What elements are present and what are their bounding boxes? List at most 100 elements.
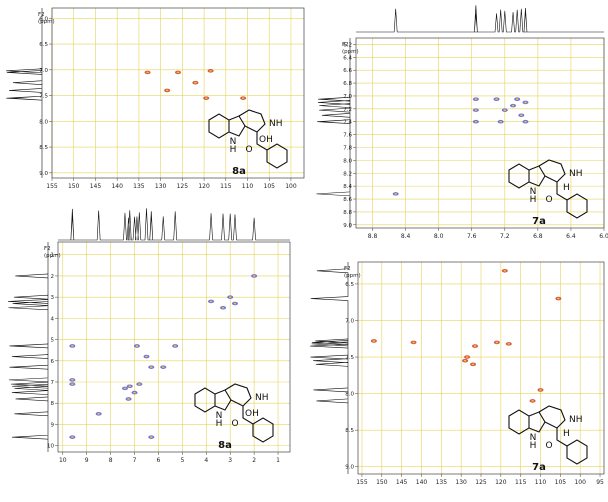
y-tick-label: 8 [51,401,55,407]
axis-title-f2: F2 [38,12,45,18]
cross-peak-core [209,70,212,72]
top-projection-spectrum [356,5,604,32]
y-tick-label: 7.5 [345,355,354,361]
molecule-structure: NHNH OOH8a [195,384,273,451]
pyrrole-ring [215,390,231,410]
phenyl-ring [567,440,587,464]
cross-peak-core [512,105,515,107]
y-tick-label: 5 [51,338,55,344]
cross-peak-core [136,345,139,347]
x-tick-label: 10 [59,457,67,464]
x-tick-label: 140 [416,479,428,486]
compound-label: 8a [232,166,246,177]
cross-peak-core [210,300,213,302]
nmr-figure: 155 150 145 140 135 130 125 120 115 110 105 1006.06… [0,0,608,502]
cross-peak-core [242,97,245,99]
indole-h-label: H [530,441,537,451]
y-tick-label: 7.6 [343,133,352,139]
benzene-ring [509,164,529,188]
phenyl-ring [567,194,587,218]
cross-peak-core [412,342,415,344]
x-tick-label: 6.0 [599,233,608,240]
cross-peak-core [71,436,74,438]
x-tick-label: 135 [436,479,448,486]
cross-peak-core [194,82,197,84]
x-tick-label: 125 [475,479,487,486]
pyrrole-ring [529,412,545,432]
y-tick-label: 7.0 [343,94,352,100]
y-tick-label: 7.4 [343,120,352,126]
x-tick-label: 140 [111,183,123,190]
cross-peak-core [234,303,237,305]
cross-peak-core [507,343,510,345]
x-tick-label: 6.8 [533,233,543,240]
cross-peak-core [495,342,498,344]
x-tick-label: 95 [596,479,604,486]
x-tick-label: 6 [157,457,161,464]
cross-peak-core [499,121,502,123]
y-tick-label: 9.0 [343,223,352,229]
cross-peak-core [124,387,127,389]
x-tick-label: 155 [356,479,368,486]
nh-label: NH [255,393,269,403]
cross-peak-core [531,400,534,402]
x-tick-label: 7 [133,457,137,464]
x-tick-label: 150 [68,183,80,190]
highlighted-h-label: H [563,429,570,439]
benzene-ring [195,388,215,412]
cross-peak-core [150,366,153,368]
cross-peak-core [472,363,475,365]
y-tick-label: 8.6 [343,197,352,203]
left-projection-spectrum [6,8,42,178]
molecule-structure: NHNH OOH8a [209,110,287,177]
x-tick-label: 115 [515,479,527,486]
y-tick-label: 6.6 [343,68,352,74]
y-tick-label: 6.5 [345,282,354,288]
x-tick-label: 120 [198,183,210,190]
cross-peak-core [474,109,477,111]
cross-peak-core [372,340,375,342]
cross-peak-core [177,71,180,73]
x-tick-label: 9 [85,457,89,464]
cross-peak-core [464,360,467,362]
x-tick-label: 105 [555,479,567,486]
x-tick-label: 7.6 [467,233,477,240]
y-tick-label: 9.0 [39,171,48,177]
x-tick-label: 8.4 [401,233,411,240]
compound-label: 7a [532,462,546,473]
cross-peak-core [516,98,519,100]
cross-peak-core [253,275,256,277]
cross-peak-core [229,296,232,298]
cross-peak-core [474,121,477,123]
indole-h-label: H [530,195,537,205]
cross-peak-core [71,379,74,381]
cosy_8a-panel: 10 9 8 7 6 5 4 3 2 112345678910F2(ppm)NHNH OOH8a [8,208,290,464]
cross-peak-core [166,90,169,92]
phenyl-ring [253,418,273,442]
y-tick-label: 6.5 [39,42,48,48]
oh-label: OH [259,135,273,145]
x-tick-label: 145 [90,183,102,190]
cross-peak-core [138,383,141,385]
y-tick-label: 8.4 [343,184,352,190]
cross-peak-core [539,389,542,391]
x-tick-label: 110 [242,183,254,190]
indole-h-label: H [216,419,223,429]
x-tick-label: 8.0 [434,233,444,240]
cross-peak-core [474,98,477,100]
cross-peak-core [466,356,469,358]
carbonyl-o-label: O [245,145,252,155]
phenyl-ring [267,144,287,168]
y-tick-label: 6 [51,359,55,365]
x-tick-label: 5 [180,457,184,464]
cross-peak-core [524,102,527,104]
cross-peak-core [146,71,149,73]
cross-peak-core [97,413,100,415]
carbonyl-o-label: O [545,195,552,205]
cross-peak-core [394,193,397,195]
x-tick-label: 1 [276,457,280,464]
y-tick-label: 8.0 [345,392,354,398]
x-tick-label: 2 [252,457,256,464]
cross-peak-core [150,436,153,438]
cross-peak-core [503,270,506,272]
